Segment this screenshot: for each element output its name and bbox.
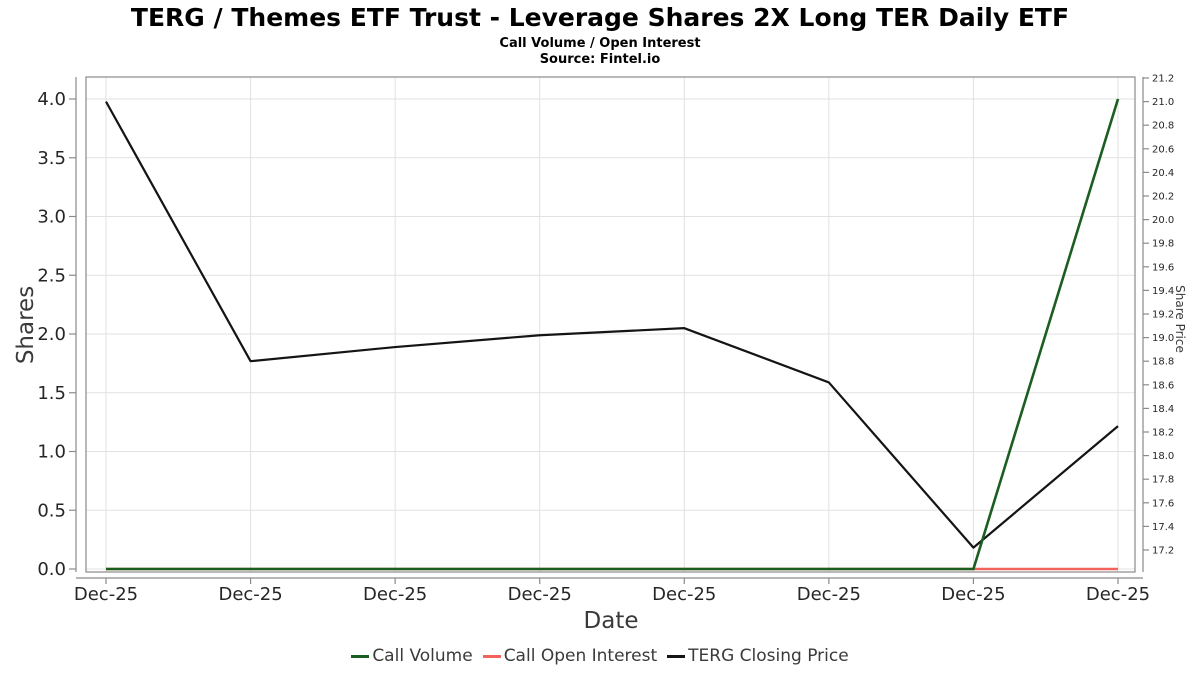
left-tick-label: 3.5 bbox=[37, 148, 66, 169]
series-line-terg-closing-price bbox=[105, 101, 1119, 549]
chart-title: TERG / Themes ETF Trust - Leverage Share… bbox=[130, 3, 1070, 32]
right-tick-label: 18.8 bbox=[1152, 357, 1174, 368]
right-tick-label: 17.8 bbox=[1152, 475, 1174, 486]
left-tick-label: 2.0 bbox=[37, 324, 66, 345]
x-tick-label: Dec-25 bbox=[218, 584, 282, 605]
x-tick-label: Dec-25 bbox=[797, 584, 861, 605]
x-tick-label: Dec-25 bbox=[363, 584, 427, 605]
right-tick-label: 20.4 bbox=[1152, 168, 1174, 179]
left-tick-label: 1.5 bbox=[37, 383, 66, 404]
right-tick-label: 18.2 bbox=[1152, 428, 1174, 439]
legend-swatch-terg-closing-price bbox=[667, 654, 686, 658]
x-tick-label: Dec-25 bbox=[74, 584, 138, 605]
x-tick-label: Dec-25 bbox=[941, 584, 1005, 605]
left-tick-label: 0.5 bbox=[37, 500, 66, 521]
right-tick-label: 17.2 bbox=[1152, 546, 1174, 557]
plot-border bbox=[85, 76, 1136, 573]
legend-swatch-call-volume bbox=[351, 654, 370, 658]
right-tick-label: 19.0 bbox=[1152, 333, 1174, 344]
right-tick-label: 19.2 bbox=[1152, 310, 1174, 321]
x-tick-label: Dec-25 bbox=[1086, 584, 1150, 605]
left-tick-label: 4.0 bbox=[37, 89, 66, 110]
right-tick-label: 18.6 bbox=[1152, 380, 1174, 391]
legend-item-call-open-interest: Call Open Interest bbox=[482, 646, 658, 666]
left-axis-title: Shares bbox=[13, 285, 39, 365]
right-tick-label: 18.0 bbox=[1152, 451, 1174, 462]
left-tick-label: 2.5 bbox=[37, 265, 66, 286]
right-tick-label: 21.0 bbox=[1152, 97, 1174, 108]
right-axis-title: Share Price bbox=[1173, 285, 1187, 353]
legend-label-call-open-interest: Call Open Interest bbox=[503, 646, 658, 666]
right-tick-label: 20.0 bbox=[1152, 215, 1174, 226]
legend-item-call-volume: Call Volume bbox=[351, 646, 473, 666]
legend: Call Volume Call Open Interest TERG Closin… bbox=[0, 646, 1200, 666]
legend-label-call-volume: Call Volume bbox=[372, 646, 473, 666]
legend-item-terg-closing-price: TERG Closing Price bbox=[667, 646, 849, 666]
x-tick-label: Dec-25 bbox=[508, 584, 572, 605]
left-tick-label: 0.0 bbox=[37, 559, 66, 580]
right-tick-label: 20.2 bbox=[1152, 192, 1174, 203]
left-tick-label: 1.0 bbox=[37, 442, 66, 463]
right-tick-label: 17.6 bbox=[1152, 498, 1174, 509]
right-tick-label: 20.8 bbox=[1152, 121, 1174, 132]
chart-subtitle: Call Volume / Open Interest bbox=[499, 36, 701, 51]
chart-source: Source: Fintel.io bbox=[539, 52, 661, 67]
legend-swatch-call-open-interest bbox=[482, 654, 501, 658]
right-tick-label: 20.6 bbox=[1152, 144, 1174, 155]
x-axis-title: Date bbox=[583, 608, 639, 634]
right-tick-label: 17.4 bbox=[1152, 522, 1174, 533]
right-tick-label: 19.6 bbox=[1152, 262, 1174, 273]
right-tick-label: 19.8 bbox=[1152, 239, 1174, 250]
x-tick-label: Dec-25 bbox=[652, 584, 716, 605]
legend-label-terg-closing-price: TERG Closing Price bbox=[688, 646, 849, 666]
left-tick-label: 3.0 bbox=[37, 207, 66, 228]
right-tick-label: 19.4 bbox=[1152, 286, 1174, 297]
right-tick-label: 21.2 bbox=[1152, 74, 1174, 85]
right-tick-label: 18.4 bbox=[1152, 404, 1174, 415]
series-line-call-volume bbox=[106, 98, 1120, 571]
